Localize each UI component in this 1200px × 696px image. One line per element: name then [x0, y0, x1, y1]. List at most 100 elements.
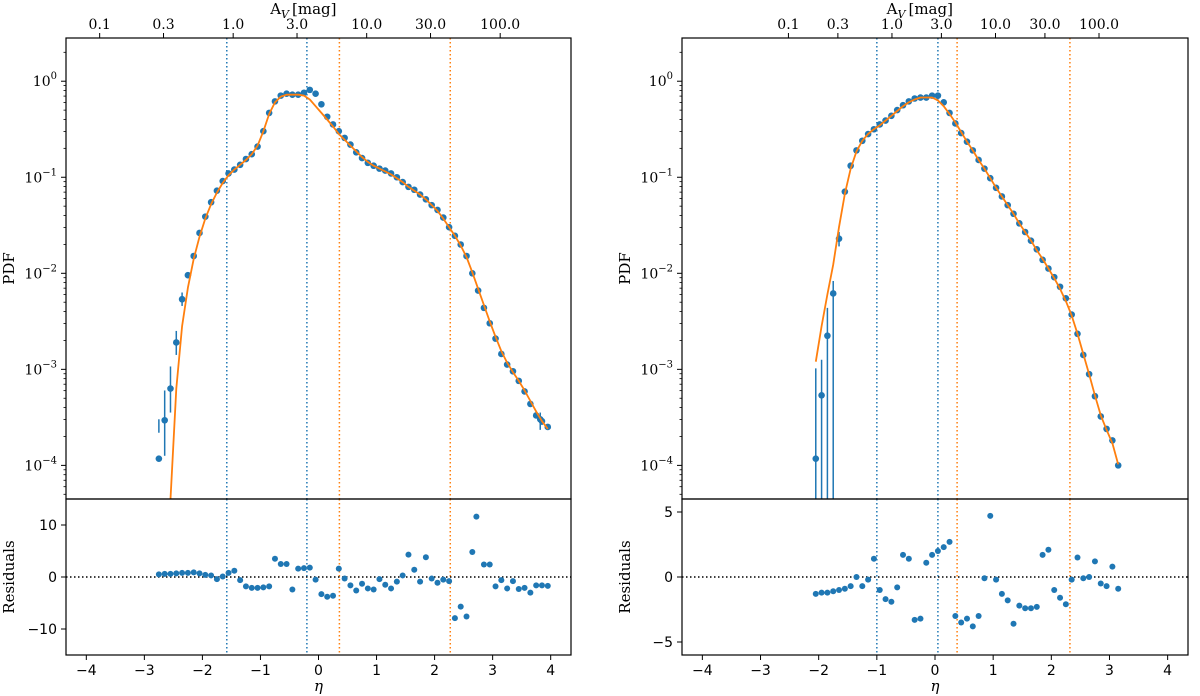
y-tick-label: 10−1	[24, 167, 57, 186]
residual-point-3	[173, 570, 180, 577]
residual-point-5	[841, 585, 848, 592]
residual-point-29	[981, 575, 988, 582]
residual-point-59	[498, 577, 505, 584]
x-tick-label: 1	[989, 663, 998, 679]
residual-point-37	[1027, 605, 1034, 612]
residual-point-50	[1103, 583, 1110, 590]
pdf-marker	[312, 90, 319, 98]
pdf-marker	[161, 416, 168, 424]
top-tick-label: 30.0	[415, 17, 446, 33]
residual-point-5	[184, 569, 191, 576]
residuals-axis-label: Residuals	[0, 540, 18, 613]
res-y-tick-label: 10	[39, 518, 57, 534]
residual-point-13	[231, 567, 238, 574]
residual-point-26	[306, 564, 313, 571]
pdf-marker	[172, 339, 180, 346]
residual-point-22	[940, 544, 947, 551]
residual-point-44	[411, 566, 418, 573]
residual-point-60	[504, 585, 511, 592]
x-axis-label: η	[314, 677, 323, 695]
top-axis-label: AV [mag]	[886, 0, 953, 21]
pdf-point-28	[318, 100, 325, 108]
residual-point-52	[1115, 585, 1122, 592]
residual-point-37	[370, 586, 377, 593]
pdf-plot	[155, 38, 552, 499]
x-tick-label: −4	[76, 663, 97, 679]
residual-point-40	[388, 585, 395, 592]
residual-point-49	[1097, 580, 1104, 587]
residual-point-39	[1039, 551, 1046, 558]
residual-point-35	[1016, 602, 1023, 609]
x-tick-label: −1	[250, 663, 271, 679]
x-tick-label: −1	[867, 663, 888, 679]
residual-point-33	[1004, 597, 1011, 604]
residual-point-49	[440, 576, 447, 583]
residuals-plot	[682, 499, 1188, 655]
x-axis-label: η	[931, 677, 940, 695]
residual-point-46	[1080, 575, 1087, 582]
pdf-frame	[681, 37, 1189, 500]
x-tick-label: −2	[808, 663, 829, 679]
residual-point-25	[958, 619, 965, 626]
x-tick-label: 1	[372, 663, 381, 679]
x-tick-label: 4	[1163, 663, 1172, 679]
x-tick-label: −4	[692, 663, 713, 679]
residual-point-40	[1045, 546, 1052, 553]
top-tick-label: 0.3	[827, 17, 849, 33]
residual-point-1	[818, 589, 825, 596]
residual-point-47	[1086, 574, 1093, 580]
residual-point-15	[900, 551, 907, 558]
top-axis-label: AV [mag]	[269, 0, 336, 21]
pdf-marker	[824, 332, 831, 340]
residual-point-34	[1010, 620, 1017, 627]
residual-point-43	[1062, 601, 1069, 608]
residual-point-10	[213, 576, 220, 583]
x-tick-label: 2	[1047, 663, 1056, 679]
y-tick-label: 100	[649, 71, 673, 90]
pdf-marker	[318, 100, 325, 108]
residual-point-24	[295, 565, 302, 572]
residual-point-17	[254, 584, 261, 591]
residual-point-30	[330, 592, 337, 599]
residual-point-44	[1068, 576, 1075, 583]
residual-point-34	[353, 587, 360, 594]
residual-point-4	[836, 587, 843, 593]
residual-point-11	[876, 587, 883, 593]
y-tick-label: 10−2	[640, 263, 673, 282]
residual-point-24	[952, 613, 959, 619]
pdf-plot	[812, 38, 1122, 499]
pdf-point-30	[329, 121, 337, 128]
residual-point-48	[434, 579, 441, 586]
residual-point-52	[457, 603, 464, 610]
top-tick-label: 1.0	[881, 17, 903, 33]
residual-point-30	[987, 512, 994, 519]
residual-point-21	[277, 561, 284, 567]
residual-point-21	[934, 548, 941, 554]
res-y-tick-label: 0	[48, 570, 57, 586]
res-y-tick-label: 5	[664, 505, 673, 521]
residuals-axis-label: Residuals	[616, 540, 634, 613]
residual-point-36	[1022, 605, 1029, 612]
x-tick-label: 3	[488, 663, 497, 679]
pdf-marker	[225, 170, 232, 177]
residuals-plot	[66, 499, 571, 655]
residual-point-65	[533, 582, 540, 589]
residual-point-12	[882, 596, 889, 603]
x-tick-label: 3	[1105, 663, 1114, 679]
pdf-marker	[155, 455, 163, 462]
residual-point-42	[399, 572, 406, 579]
residual-point-32	[998, 590, 1005, 597]
residual-point-16	[248, 584, 255, 591]
pdf-point-12	[225, 170, 232, 177]
pdf-frame	[65, 37, 572, 500]
top-tick-label: 0.1	[89, 17, 111, 33]
residual-point-0	[155, 571, 162, 578]
pdf-marker	[829, 290, 837, 297]
pdf-point-25	[300, 89, 308, 97]
residual-point-50	[446, 578, 453, 585]
x-tick-label: −3	[134, 663, 155, 679]
residual-point-35	[359, 580, 366, 587]
pdf-marker	[341, 134, 348, 142]
top-tick-label: 100.0	[1079, 17, 1119, 33]
residual-point-56	[480, 561, 487, 568]
